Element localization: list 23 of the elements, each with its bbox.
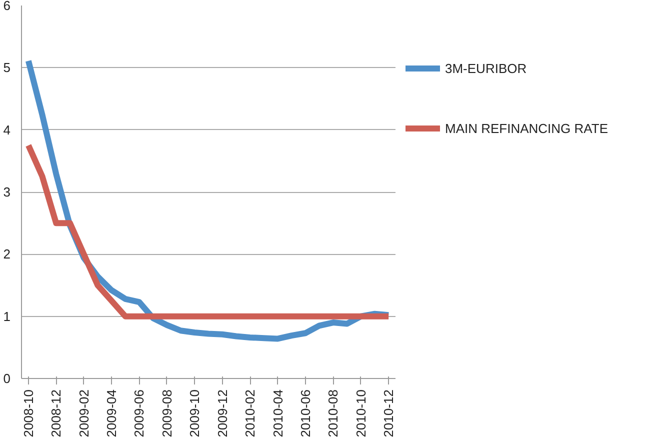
legend-label: 3M-EURIBOR: [445, 60, 527, 76]
x-tick-label: 2010-04: [270, 389, 286, 438]
y-tick-label: 6: [3, 0, 11, 13]
x-tick-label: 2009-10: [187, 389, 202, 438]
x-tick-label: 2009-06: [132, 389, 147, 438]
x-tick-label: 2010-12: [381, 389, 396, 438]
y-tick-label: 3: [3, 184, 11, 200]
y-tick-label: 5: [3, 60, 11, 76]
x-tick-label: 2009-12: [214, 389, 230, 438]
x-tick-label: 2009-04: [104, 389, 120, 438]
x-tick-label: 2010-02: [242, 389, 258, 438]
x-tick-label: 2009-08: [159, 389, 174, 438]
x-tick-label: 2009-02: [76, 389, 92, 438]
x-tick-label: 2010-06: [298, 389, 313, 438]
x-tick-label: 2010-10: [353, 389, 368, 438]
legend-label: MAIN REFINANCING RATE: [445, 120, 608, 136]
y-tick-label: 0: [3, 371, 11, 386]
y-tick-label: 2: [3, 246, 11, 262]
y-tick-label: 4: [3, 122, 11, 138]
x-tick-label: 2008-12: [48, 389, 64, 438]
x-tick-label: 2008-10: [20, 389, 36, 438]
x-tick-label: 2010-08: [326, 389, 341, 438]
y-tick-label: 1: [3, 308, 11, 324]
